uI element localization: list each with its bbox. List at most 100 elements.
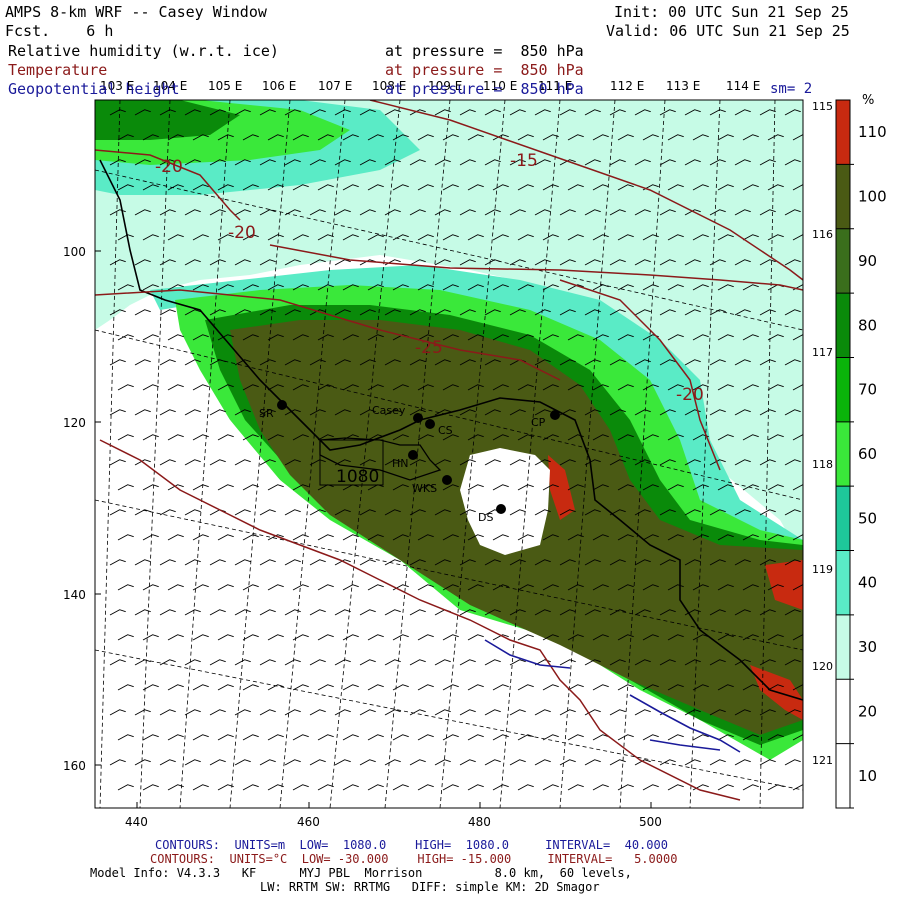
wind-barb [517, 734, 534, 741]
wind-barb [734, 509, 751, 516]
wind-barb [134, 459, 151, 466]
wind-barb [142, 184, 159, 191]
wind-barb [617, 734, 634, 741]
wind-barb [509, 409, 526, 416]
wind-barb [259, 309, 276, 316]
wind-barb [784, 209, 801, 216]
lon-label-107: 107 E [318, 79, 352, 93]
wind-barb [634, 759, 651, 766]
wind-barb [409, 459, 426, 466]
station-label-hn: HN [392, 457, 409, 470]
wind-barb [284, 209, 301, 216]
wind-barb [442, 584, 459, 591]
wind-barb [267, 434, 284, 441]
wind-barb [109, 759, 126, 766]
wind-barb [442, 784, 459, 791]
wind-barb [342, 134, 359, 141]
wind-barb [367, 134, 384, 141]
wind-barb [492, 284, 509, 291]
wind-barb [709, 709, 726, 716]
wind-barb [259, 109, 276, 116]
wind-barb [609, 509, 626, 516]
wind-barb [742, 484, 759, 491]
wind-barb [592, 334, 609, 341]
colorbar-label-90: 90 [858, 252, 877, 270]
wind-barb [709, 259, 726, 266]
colorbar-swatch-0 [836, 100, 850, 165]
wind-barb [242, 134, 259, 141]
wind-barb [484, 159, 501, 166]
temp-label-2: -20 [228, 223, 256, 243]
wind-barbs [109, 109, 803, 791]
wind-barb [342, 234, 359, 241]
wind-barb [159, 709, 176, 716]
wind-barb [584, 259, 601, 266]
wind-barb [284, 159, 301, 166]
wind-barb [592, 534, 609, 541]
wind-barb [759, 409, 776, 416]
wind-barb [142, 684, 159, 691]
fcst-value: 6 h [86, 22, 114, 40]
wind-barb [367, 284, 384, 291]
wind-barb [334, 759, 351, 766]
wind-barb [459, 459, 476, 466]
wind-barb [667, 584, 684, 591]
wind-barb [242, 284, 259, 291]
wind-barb [259, 259, 276, 266]
wind-barb [109, 609, 126, 616]
wind-barb [117, 684, 134, 691]
wind-barb [417, 784, 434, 791]
footer-temp-interval: INTERVAL= 5.0000 [547, 852, 678, 866]
wind-barb [617, 434, 634, 441]
wind-barb [309, 609, 326, 616]
wind-barb [384, 409, 401, 416]
wind-barb [659, 659, 676, 666]
wind-barb [317, 184, 334, 191]
wind-barb [292, 334, 309, 341]
wind-barb [459, 559, 476, 566]
wind-barb [459, 309, 476, 316]
wind-barb [367, 184, 384, 191]
wind-barb [709, 159, 726, 166]
wind-barb [534, 509, 551, 516]
rh-band-30 [95, 100, 803, 560]
wind-barb [242, 534, 259, 541]
wind-barb [392, 684, 409, 691]
x-axis: 440 460 480 500 [125, 802, 662, 829]
wind-barb [142, 284, 159, 291]
wind-barb [192, 234, 209, 241]
wind-barb [767, 184, 784, 191]
wind-barb [542, 384, 559, 391]
wind-barb [317, 384, 334, 391]
station-label-casey: Casey [372, 404, 406, 417]
wind-barb [159, 559, 176, 566]
wind-barb [659, 509, 676, 516]
wind-barb [634, 359, 651, 366]
wind-barb [684, 159, 701, 166]
wind-barb [634, 409, 651, 416]
rh-band-110 [548, 455, 803, 720]
wind-barb [134, 609, 151, 616]
wind-barb [667, 434, 684, 441]
lon-label-113: 113 E [666, 79, 700, 93]
wind-barb [284, 459, 301, 466]
footer-temp-contours: CONTOURS: UNITS=°C LOW= -30.000 HIGH= -1… [150, 852, 677, 866]
wind-barb [409, 159, 426, 166]
wind-barb [442, 484, 459, 491]
wind-barb [359, 359, 376, 366]
wind-barb [642, 784, 659, 791]
wind-barb [767, 734, 784, 741]
wind-barb [384, 759, 401, 766]
wind-barb [234, 209, 251, 216]
forecast-hour: Fcst. 6 h [5, 23, 113, 40]
wind-barb [442, 284, 459, 291]
wind-barb [209, 709, 226, 716]
wind-barb [492, 134, 509, 141]
wind-barb [484, 259, 501, 266]
wind-barb [617, 584, 634, 591]
wind-barb [534, 209, 551, 216]
pressure-height: at pressure = 850 hPa [385, 80, 584, 98]
station-label-wks: WKS [412, 482, 437, 495]
wind-barb [359, 159, 376, 166]
wind-barb [492, 684, 509, 691]
